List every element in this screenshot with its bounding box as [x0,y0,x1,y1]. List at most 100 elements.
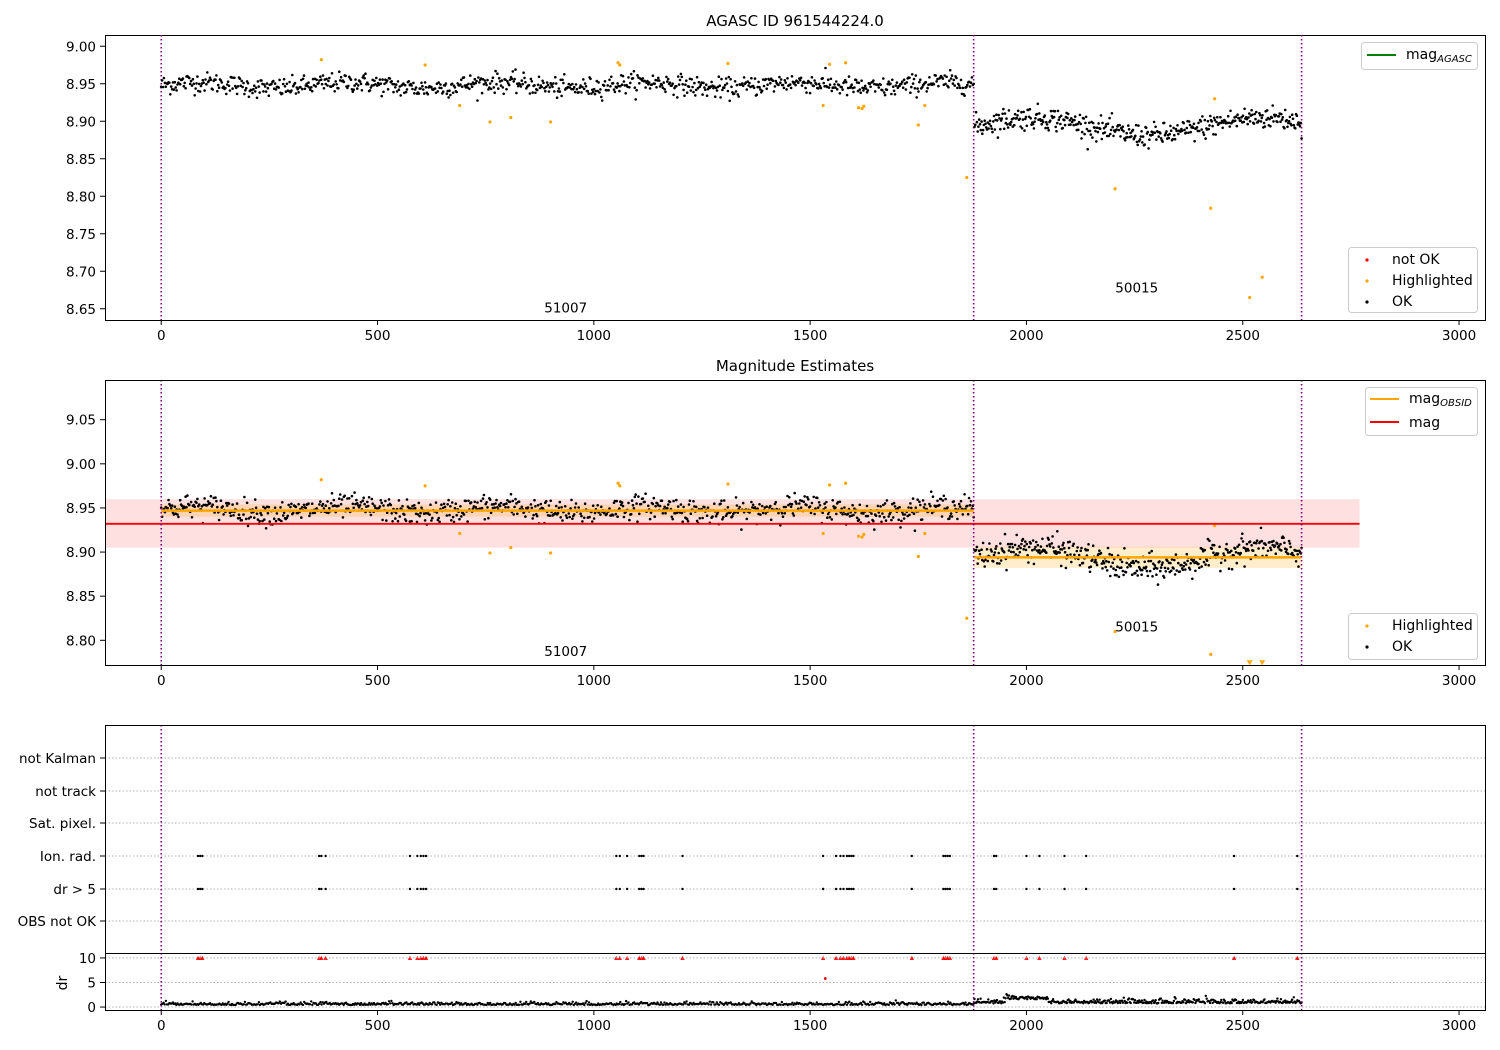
panel1-ok-point [908,76,911,80]
panel2-ok-point [1276,542,1279,545]
panel3-dr-point [430,1003,434,1006]
panel1-ok-point [600,95,603,99]
panel3-dr-point [1095,1001,1098,1005]
panel2-ok-point [1144,565,1148,569]
panel1-ok-point [188,82,192,86]
panel3-dr-outlier [833,955,839,960]
panel1-ok-point [733,80,737,83]
panel2-ok-point [902,517,906,520]
panel1-ok-point [1214,133,1217,136]
panel1-ok-point [914,74,918,77]
panel3-dr-point [389,1002,392,1005]
panel1-ok-point [995,119,999,122]
panel1-ok-point [419,87,422,90]
panel2-ok-point [701,516,704,520]
panel2-ok-point [268,520,272,523]
panel1-ok-point [638,82,641,85]
panel1-ok-point [1187,120,1191,123]
panel3-dr-point [257,1001,261,1004]
panel1-ok-point [1173,133,1176,137]
panel3-flag-event [324,887,327,891]
panel1-ok-point [1271,104,1274,107]
panel3-flag-label-5: OBS not OK [18,914,98,930]
panel3-dr-point [358,1003,362,1007]
panel1-ok-point [941,77,945,80]
panel2-ok-point [759,513,762,516]
panel1-ok-point [263,85,267,88]
panel2-ok-point [1277,544,1281,548]
panel2-ok-point [1070,560,1073,564]
panel1-ok-point [704,83,708,86]
panel1-ok-point [215,74,218,77]
panel2-ok-point [649,511,653,514]
panel1-ok-point [1152,120,1156,124]
panel2-ok-point [1158,560,1161,563]
panel2-ok-point [514,497,517,501]
panel2-ok-point [831,499,834,502]
panel2-ok-point [735,504,739,507]
panel2-ok-point [1233,547,1237,550]
panel2-ok-point [280,519,283,523]
panel1-ok-point [541,79,544,83]
panel2-ok-point [479,499,483,503]
panel1-ok-point [449,93,452,97]
panel1-ok-point [355,82,358,86]
panel1-ok-point [581,85,584,89]
panel1-ok-point [643,79,646,83]
panel2-ok-point [263,507,267,510]
panel2-ok-point [173,505,177,509]
panel2-ok-point [1237,543,1241,547]
panel2-ok-point [1152,562,1155,565]
panel2-ok-point [1089,565,1093,568]
panel2-ok-point [544,499,548,503]
panel2-ok-point [329,502,333,505]
panel2-highlighted-point [726,482,730,486]
panel1-ok-point [1123,139,1127,142]
panel2-ok-point [676,511,679,514]
panel2-ok-point [688,499,692,503]
panel2-ok-point [211,503,214,507]
panel2-ok-point [558,500,562,504]
panel2-ok-point [884,519,888,522]
panel1-ok-point [1233,119,1237,122]
panel1-ok-point [301,77,305,81]
panel2-ok-point [1124,570,1128,574]
panel1-ok-point [868,82,871,86]
panel1-ok-point [1013,112,1017,116]
panel3-dr-point [845,1003,849,1006]
panel1-ok-point [1159,137,1163,140]
panel2-ok-point [919,503,922,507]
panel2-ok-point [760,504,764,508]
panel2-ok-point [499,501,503,505]
panel1-ok-point [495,82,498,86]
panel1-ok-point [188,76,191,80]
panel1-ok-point [817,82,821,86]
panel2-ok-point [401,504,404,508]
panel1-ok-point [974,123,977,127]
panel1-ok-point [615,86,618,89]
panel1-ok-point [762,84,766,88]
panel3-dr-point [714,1003,717,1006]
panel2-ok-point [751,503,755,507]
panel2-ok-point [643,500,646,504]
panel2-ok-point [235,502,239,505]
panel3-dr-point [707,1003,710,1006]
panel1-ok-point [421,84,424,88]
panel1-ok-point [577,91,580,94]
panel1-ok-point [1223,119,1227,123]
panel1-ok-point [757,80,760,84]
panel3-flag-event [642,887,645,891]
panel1-ok-point [891,78,894,82]
panel1-ok-point [828,83,832,86]
panel1-ok-point [760,89,764,93]
panel2-highlighted-point [616,481,620,485]
panel2-ok-point [272,517,276,520]
panel2-ok-point [998,562,1001,565]
panel3-dr-point [964,1001,967,1004]
panel3-flag-event [842,887,845,891]
panel2-legend-mag-obsid: magOBSID [1409,391,1472,409]
panel3-dr-point [1208,1001,1212,1005]
panel1-highlighted-point [1213,97,1217,101]
panel1-ok-point [484,81,488,85]
